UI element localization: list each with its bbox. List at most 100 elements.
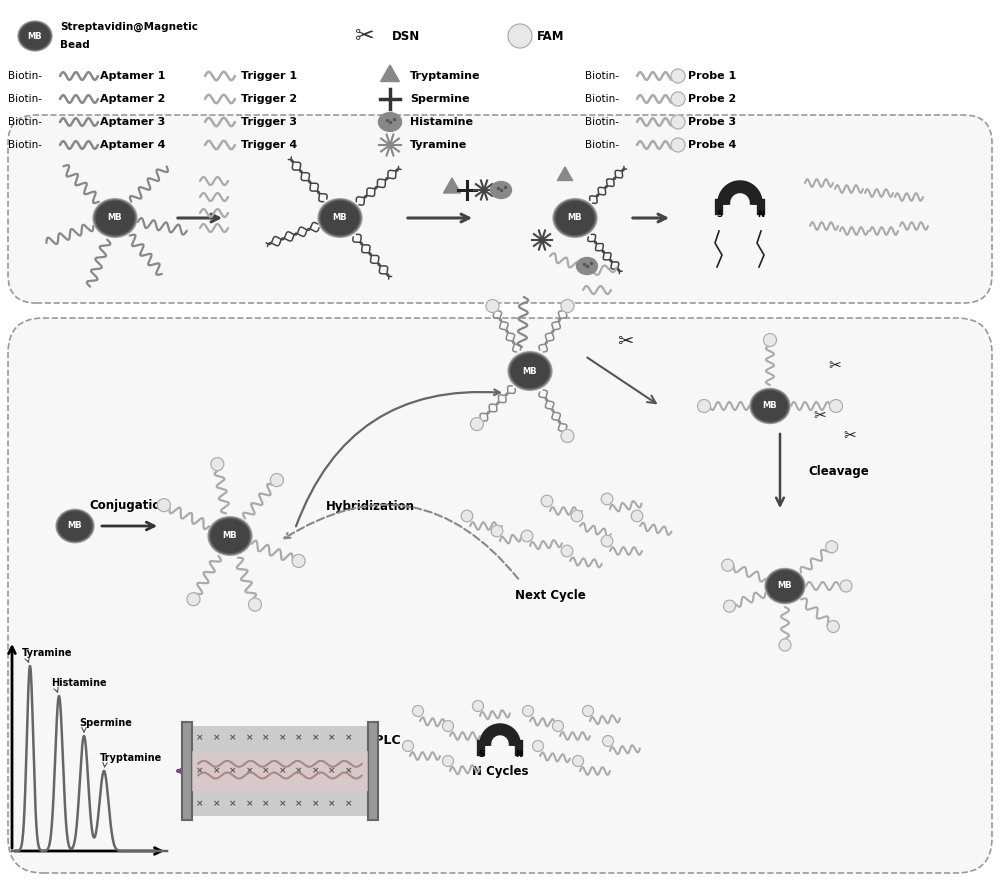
Ellipse shape <box>779 639 791 651</box>
FancyBboxPatch shape <box>8 115 992 303</box>
Text: ✂: ✂ <box>829 359 841 374</box>
Text: Conjugation: Conjugation <box>89 499 169 512</box>
Text: ×: × <box>295 734 303 743</box>
Text: Aptamer 1: Aptamer 1 <box>100 71 165 81</box>
Ellipse shape <box>671 92 685 106</box>
Ellipse shape <box>571 510 583 522</box>
Text: N: N <box>516 750 522 759</box>
Ellipse shape <box>561 429 574 442</box>
Ellipse shape <box>402 741 414 751</box>
Text: ×: × <box>262 799 270 809</box>
FancyBboxPatch shape <box>190 726 370 816</box>
Ellipse shape <box>94 199 136 237</box>
Text: ×: × <box>246 734 253 743</box>
FancyBboxPatch shape <box>8 318 992 873</box>
Text: Biotin-: Biotin- <box>8 117 42 127</box>
Point <box>386 112 402 126</box>
Ellipse shape <box>552 721 564 731</box>
Ellipse shape <box>768 571 802 601</box>
Ellipse shape <box>443 721 454 731</box>
Text: Aptamer 2: Aptamer 2 <box>100 94 165 104</box>
Text: Probe 4: Probe 4 <box>688 140 736 150</box>
Point <box>382 138 398 152</box>
Ellipse shape <box>470 418 483 431</box>
Text: Biotin-: Biotin- <box>585 117 619 127</box>
Ellipse shape <box>601 493 613 505</box>
Text: ×: × <box>312 799 319 809</box>
Text: Trigger 2: Trigger 2 <box>241 94 297 104</box>
Ellipse shape <box>698 399 710 412</box>
Text: Tyramine: Tyramine <box>22 648 72 658</box>
Text: MB: MB <box>28 32 42 41</box>
Ellipse shape <box>826 541 838 552</box>
Text: ×: × <box>196 766 204 775</box>
Text: ×: × <box>345 734 352 743</box>
Text: ×: × <box>229 734 237 743</box>
Ellipse shape <box>601 535 613 547</box>
Text: Tryptamine: Tryptamine <box>410 71 480 81</box>
Text: ×: × <box>328 799 336 809</box>
Point <box>382 115 398 129</box>
Ellipse shape <box>561 300 574 313</box>
Text: Biotin-: Biotin- <box>585 94 619 104</box>
Point <box>534 233 550 247</box>
Ellipse shape <box>572 756 584 766</box>
Ellipse shape <box>413 706 424 716</box>
Text: ×: × <box>196 734 204 743</box>
Text: ×: × <box>279 734 286 743</box>
Ellipse shape <box>490 181 512 198</box>
Ellipse shape <box>556 201 594 235</box>
Ellipse shape <box>512 355 548 388</box>
Ellipse shape <box>671 69 685 83</box>
Bar <box>368 722 378 820</box>
Text: Biotin-: Biotin- <box>8 94 42 104</box>
Point <box>490 181 506 195</box>
Text: MB: MB <box>778 581 792 590</box>
Ellipse shape <box>187 593 200 606</box>
Ellipse shape <box>56 509 94 543</box>
Ellipse shape <box>554 199 596 237</box>
Text: ×: × <box>279 799 286 809</box>
Text: S: S <box>716 210 722 219</box>
Text: ×: × <box>262 734 270 743</box>
Ellipse shape <box>576 257 598 275</box>
Ellipse shape <box>752 390 788 421</box>
Polygon shape <box>557 167 573 181</box>
Ellipse shape <box>321 201 359 235</box>
Text: DSN: DSN <box>392 29 420 42</box>
Text: ×: × <box>229 766 237 775</box>
Ellipse shape <box>93 198 137 237</box>
Text: ×: × <box>213 734 220 743</box>
Text: ×: × <box>345 799 352 809</box>
Ellipse shape <box>555 200 595 236</box>
Ellipse shape <box>724 600 736 612</box>
Ellipse shape <box>210 518 250 554</box>
Text: Biotin-: Biotin- <box>585 71 619 81</box>
Text: Biotin-: Biotin- <box>8 71 42 81</box>
Ellipse shape <box>486 300 499 313</box>
Text: MB: MB <box>763 402 777 411</box>
Text: Probe 1: Probe 1 <box>688 71 736 81</box>
Text: Spermine: Spermine <box>79 718 132 728</box>
Text: Histamine: Histamine <box>51 678 107 688</box>
Ellipse shape <box>671 138 685 152</box>
Text: ×: × <box>328 734 336 743</box>
Ellipse shape <box>522 706 534 716</box>
Text: S: S <box>478 750 484 759</box>
Text: Streptavidin@Magnetic: Streptavidin@Magnetic <box>60 22 198 32</box>
Ellipse shape <box>765 568 805 603</box>
Text: ×: × <box>312 734 319 743</box>
Text: Trigger 1: Trigger 1 <box>241 71 297 81</box>
Text: ×: × <box>262 766 270 775</box>
Polygon shape <box>381 65 399 82</box>
Ellipse shape <box>318 198 362 237</box>
Text: Cleavage: Cleavage <box>808 464 869 478</box>
Ellipse shape <box>292 554 305 567</box>
Text: MB: MB <box>568 213 582 223</box>
Ellipse shape <box>751 389 789 423</box>
Ellipse shape <box>508 352 552 390</box>
Text: ×: × <box>246 799 253 809</box>
Ellipse shape <box>209 517 251 554</box>
Ellipse shape <box>21 24 49 48</box>
Ellipse shape <box>827 620 839 633</box>
